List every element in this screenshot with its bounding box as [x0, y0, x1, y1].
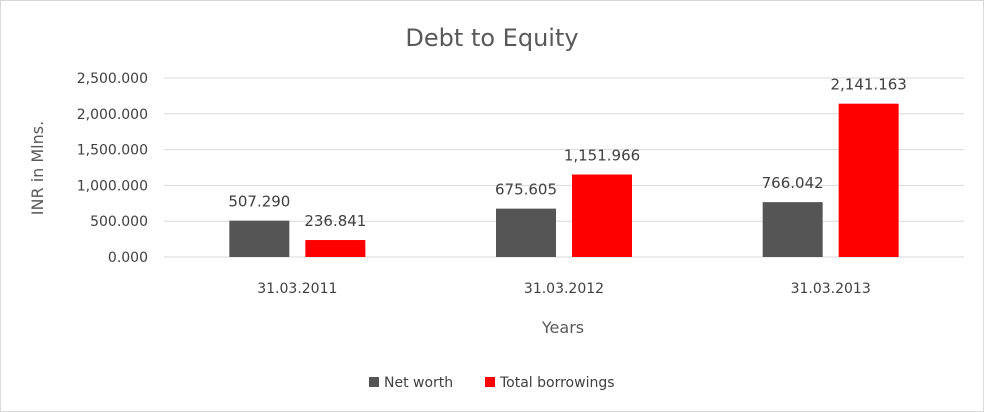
y-tick-label: 2,500.000	[77, 71, 148, 87]
y-tick-label: 1,500.000	[77, 143, 148, 159]
data-label: 675.605	[495, 181, 557, 199]
y-tick-label: 2,000.000	[77, 107, 148, 123]
bar-total-borrowings	[305, 240, 366, 257]
y-tick-label: 1,000.000	[77, 178, 148, 194]
data-label: 2,141.163	[830, 76, 906, 94]
data-label: 766.042	[762, 174, 824, 192]
x-tick-label: 31.03.2012	[524, 281, 604, 297]
bar-net-worth	[496, 208, 556, 257]
bars	[229, 103, 899, 258]
y-axis-title: INR in Mlns.	[28, 121, 47, 215]
bar-net-worth	[762, 202, 823, 257]
data-label: 507.290	[228, 193, 290, 211]
bar-net-worth	[229, 220, 290, 257]
data-labels: 507.290 236.841 675.605 1,151.966 766.042 2,1…	[228, 76, 907, 230]
bar-total-borrowings	[838, 103, 899, 258]
y-axis-ticks: 0.000 500.000 1,000.000 1,500.000 2,000.000 2…	[77, 71, 148, 266]
y-tick-label: 0.000	[108, 250, 148, 266]
legend-swatch	[369, 377, 379, 387]
legend: Net worth Total borrowings	[369, 375, 615, 391]
legend-swatch	[485, 377, 495, 387]
x-tick-label: 31.03.2013	[791, 281, 871, 297]
gridlines	[164, 77, 964, 258]
x-tick-label: 31.03.2011	[257, 281, 337, 297]
data-label: 236.841	[304, 212, 366, 230]
x-axis-ticks: 31.03.2011 31.03.2012 31.03.2013	[257, 281, 871, 297]
bar-total-borrowings	[572, 174, 632, 257]
chart-title: Debt to Equity	[405, 24, 578, 52]
legend-label: Net worth	[384, 375, 453, 391]
legend-label: Total borrowings	[499, 375, 615, 391]
data-label: 1,151.966	[564, 147, 640, 165]
x-axis-title: Years	[541, 318, 584, 337]
y-tick-label: 500.000	[90, 214, 148, 230]
